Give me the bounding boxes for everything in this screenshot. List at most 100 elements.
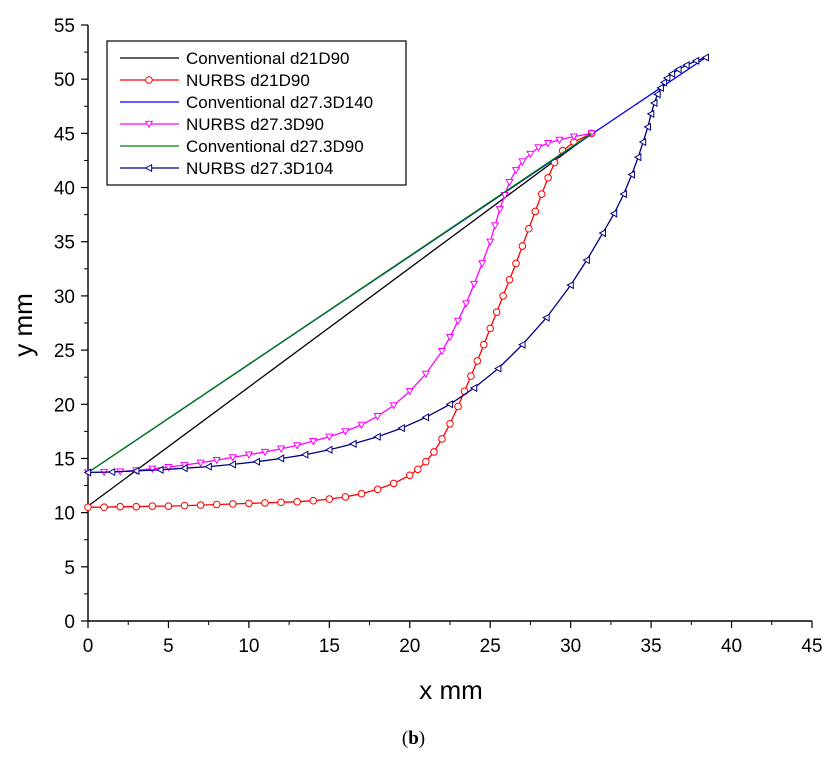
data-point: [653, 90, 661, 99]
data-point: [566, 280, 574, 290]
y-axis-label: y mm: [8, 293, 38, 357]
data-point: [261, 499, 269, 507]
data-point: [421, 370, 431, 379]
x-tick-label: 10: [238, 636, 259, 657]
y-tick-label: 25: [54, 341, 75, 362]
data-point: [228, 460, 236, 469]
data-point: [518, 242, 527, 250]
data-point: [479, 340, 488, 349]
data-point: [518, 158, 527, 166]
data-point: [437, 348, 447, 356]
data-point: [469, 280, 479, 289]
data-point: [180, 464, 188, 473]
legend: Conventional d21D90 NURBS d21D90 Conventio…: [106, 40, 407, 186]
data-point: [84, 503, 92, 512]
data-point: [461, 300, 471, 308]
data-point: [196, 501, 205, 509]
data-point: [148, 465, 157, 474]
legend-entry: NURBS d21D90: [120, 71, 310, 90]
data-point: [453, 317, 463, 326]
caption-close: ): [418, 728, 426, 749]
data-point: [446, 419, 454, 428]
data-point: [397, 423, 405, 433]
data-point: [293, 442, 302, 450]
data-point: [543, 139, 553, 148]
data-point: [164, 463, 173, 472]
data-point: [244, 451, 254, 459]
x-tick-label: 5: [163, 636, 174, 657]
legend-marker: [144, 120, 154, 129]
series-2: [84, 129, 596, 512]
y-tick-label: 10: [54, 504, 75, 525]
legend-label: NURBS d27.3D104: [186, 159, 333, 178]
legend-entry: Conventional d27.3D140: [120, 93, 373, 112]
data-point: [325, 445, 333, 454]
data-point: [389, 402, 398, 410]
data-point: [656, 83, 664, 93]
y-tick-label: 55: [54, 16, 75, 37]
data-point: [492, 308, 501, 316]
data-point: [373, 485, 382, 494]
data-point: [486, 238, 495, 247]
series-line: [87, 132, 592, 507]
data-point: [325, 433, 334, 442]
data-point: [467, 372, 475, 380]
data-point: [260, 448, 270, 457]
legend-label: Conventional d27.3D90: [186, 137, 364, 156]
data-point: [649, 98, 658, 108]
data-point: [228, 454, 237, 462]
data-point: [518, 340, 526, 349]
y-tick-label: 50: [54, 70, 75, 91]
legend-entry: Conventional d27.3D90: [120, 137, 364, 156]
data-point: [505, 275, 514, 284]
series-layer: [83, 53, 709, 512]
data-point: [148, 502, 157, 510]
data-point: [674, 65, 682, 74]
legend-entry: NURBS d27.3D90: [120, 115, 324, 134]
series-5: [87, 132, 592, 474]
data-point: [662, 73, 671, 83]
data-point: [638, 137, 647, 147]
legend-marker: [144, 163, 153, 173]
x-tick-label: 30: [560, 636, 581, 657]
data-point: [276, 454, 285, 463]
data-point: [357, 489, 366, 498]
data-point: [422, 457, 430, 466]
data-point: [473, 357, 482, 365]
y-tick-label: 15: [54, 449, 75, 470]
data-point: [469, 383, 478, 393]
data-point: [212, 456, 221, 465]
data-point: [357, 421, 366, 430]
data-point: [555, 136, 564, 145]
data-point: [212, 500, 221, 509]
data-point: [309, 437, 318, 446]
legend-label: Conventional d27.3D140: [186, 93, 373, 112]
data-point: [627, 170, 635, 179]
series-6: [83, 53, 709, 477]
data-point: [609, 209, 618, 218]
y-tick-label: 40: [54, 179, 75, 200]
y-tick-label: 35: [54, 233, 75, 254]
data-point: [531, 207, 540, 216]
data-point: [405, 388, 414, 396]
data-point: [276, 445, 286, 454]
data-point: [490, 222, 500, 230]
legend-label: NURBS d27.3D90: [186, 115, 324, 134]
data-point: [569, 133, 579, 141]
x-tick-label: 40: [721, 636, 742, 657]
x-tick-label: 20: [399, 636, 420, 657]
data-point: [667, 69, 676, 78]
caption-letter: b: [408, 728, 419, 749]
y-tick-label: 45: [54, 124, 75, 145]
legend-label: NURBS d21D90: [186, 71, 310, 90]
y-tick-label: 30: [54, 287, 75, 308]
data-point: [499, 292, 507, 300]
data-point: [537, 190, 546, 198]
data-point: [204, 462, 212, 471]
data-point: [341, 428, 350, 436]
y-tick-label: 5: [64, 558, 75, 579]
data-point: [131, 466, 140, 476]
x-tick-label: 45: [801, 636, 822, 657]
data-point: [83, 468, 92, 477]
legend-box: [106, 40, 407, 186]
